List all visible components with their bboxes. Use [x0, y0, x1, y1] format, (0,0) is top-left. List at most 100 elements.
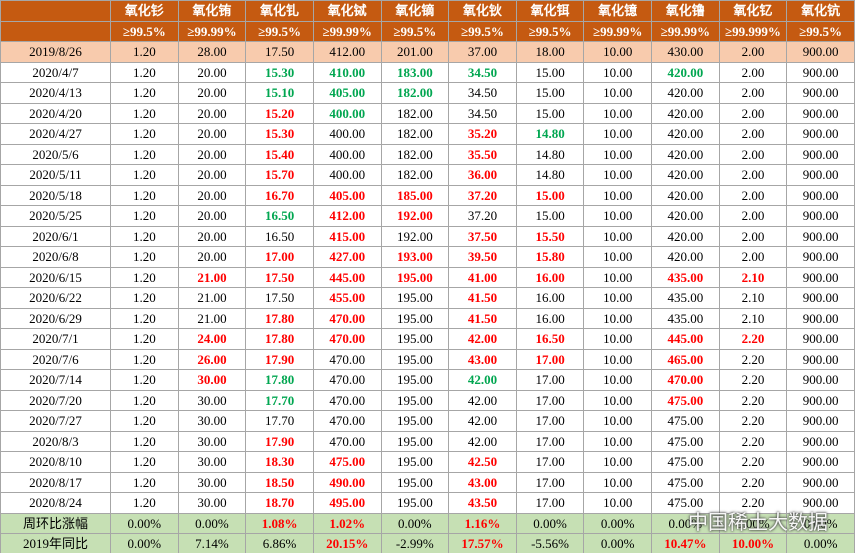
cell: 900.00 [786, 225, 855, 247]
cell: 15.20 [245, 102, 314, 124]
cell: 2.20 [718, 430, 788, 452]
cell: 43.00 [448, 348, 517, 370]
data-row: 2019年同比 0.00% 7.14% 6.86% 20.15% -2.99% 17.57%… [0, 533, 855, 553]
cell: 41.50 [448, 287, 517, 309]
cell: 10.00 [583, 410, 652, 432]
data-row: 周环比涨幅 0.00% 0.00% 1.08% 1.02% 0.00% 1.16% 0.00%… [0, 512, 855, 534]
cell: 42.50 [448, 451, 517, 473]
cell: 17.50 [245, 266, 314, 288]
cell: 42.00 [448, 430, 517, 452]
cell: 2.20 [718, 348, 788, 370]
cell: 900.00 [786, 348, 855, 370]
cell: 10.00 [583, 266, 652, 288]
cell: 15.00 [515, 82, 585, 104]
cell: 15.00 [515, 61, 585, 83]
cell: 41.00 [448, 266, 517, 288]
cell: 900.00 [786, 266, 855, 288]
cell: 20.00 [177, 102, 247, 124]
cell: 427.00 [312, 246, 382, 268]
cell: 1.20 [110, 369, 179, 391]
cell: 37.00 [448, 41, 517, 63]
cell: 39.50 [448, 246, 517, 268]
cell: 415.00 [312, 225, 382, 247]
cell: 900.00 [786, 471, 855, 493]
header-cell: ≥99.99% [177, 20, 247, 42]
cell: 10.00% [718, 533, 788, 553]
cell: 17.00 [515, 430, 585, 452]
cell: 2.20 [718, 369, 788, 391]
cell: 0.00% [786, 512, 855, 534]
cell: 1.20 [110, 102, 179, 124]
cell: 400.00 [312, 123, 382, 145]
cell: 41.50 [448, 307, 517, 329]
row-label: 2020/4/20 [0, 102, 111, 124]
cell: 0.00% [110, 533, 179, 553]
cell: 37.50 [448, 225, 517, 247]
cell: 21.00 [177, 287, 247, 309]
cell: 15.00 [515, 184, 585, 206]
cell: 30.00 [177, 471, 247, 493]
cell: 1.20 [110, 471, 179, 493]
cell: 15.50 [515, 225, 585, 247]
cell: 18.00 [515, 41, 585, 63]
cell: 10.00 [583, 184, 652, 206]
header-cell: 氧化钆 [245, 0, 314, 22]
header-cell [0, 0, 111, 22]
cell: 1.20 [110, 492, 179, 514]
cell: 16.00 [515, 287, 585, 309]
cell: 15.10 [245, 82, 314, 104]
row-label: 2020/5/18 [0, 184, 111, 206]
row-label: 周环比涨幅 [0, 512, 111, 534]
cell: 2.00 [718, 41, 788, 63]
cell: 21.00 [177, 307, 247, 329]
cell: 183.00 [380, 61, 450, 83]
cell: 30.00 [177, 410, 247, 432]
cell: 195.00 [380, 471, 450, 493]
header-cell: ≥99.5% [245, 20, 314, 42]
header-cell: ≥99.99% [312, 20, 382, 42]
cell: 182.00 [380, 143, 450, 165]
cell: 15.00 [515, 205, 585, 227]
cell: 16.00 [515, 307, 585, 329]
cell: 900.00 [786, 41, 855, 63]
cell: 10.00 [583, 205, 652, 227]
cell: 42.00 [448, 328, 517, 350]
cell: 195.00 [380, 328, 450, 350]
row-label: 2020/7/20 [0, 389, 111, 411]
cell: 195.00 [380, 410, 450, 432]
cell: 900.00 [786, 102, 855, 124]
header-cell: ≥99.99% [651, 20, 720, 42]
cell: 412.00 [312, 205, 382, 227]
cell: 201.00 [380, 41, 450, 63]
row-label: 2020/4/13 [0, 82, 111, 104]
header-cell: ≥99.5% [448, 20, 517, 42]
cell: 15.30 [245, 123, 314, 145]
cell: 420.00 [651, 205, 720, 227]
data-row: 2020/4/20 1.20 20.00 15.20 400.00 182.00 34.50… [0, 102, 855, 124]
cell: 10.00 [583, 246, 652, 268]
cell: 16.50 [245, 225, 314, 247]
cell: 900.00 [786, 307, 855, 329]
cell: 10.00 [583, 328, 652, 350]
cell: 43.00 [448, 471, 517, 493]
row-label: 2020/4/7 [0, 61, 111, 83]
cell: 30.00 [177, 451, 247, 473]
cell: 900.00 [786, 389, 855, 411]
row-label: 2020/5/25 [0, 205, 111, 227]
row-label: 2020/7/1 [0, 328, 111, 350]
cell: 470.00 [312, 430, 382, 452]
data-row: 2020/5/6 1.20 20.00 15.40 400.00 182.00 35.50 1… [0, 143, 855, 165]
header-cell: 氧化镱 [583, 0, 652, 22]
cell: 17.57% [448, 533, 517, 553]
cell: 10.00 [583, 143, 652, 165]
header-cell [0, 20, 111, 42]
row-label: 2020/6/15 [0, 266, 111, 288]
cell: 420.00 [651, 184, 720, 206]
cell: 2.00 [718, 225, 788, 247]
cell: 900.00 [786, 61, 855, 83]
cell: 20.00 [177, 164, 247, 186]
cell: 470.00 [651, 369, 720, 391]
cell: 42.00 [448, 369, 517, 391]
cell: 24.00 [177, 328, 247, 350]
